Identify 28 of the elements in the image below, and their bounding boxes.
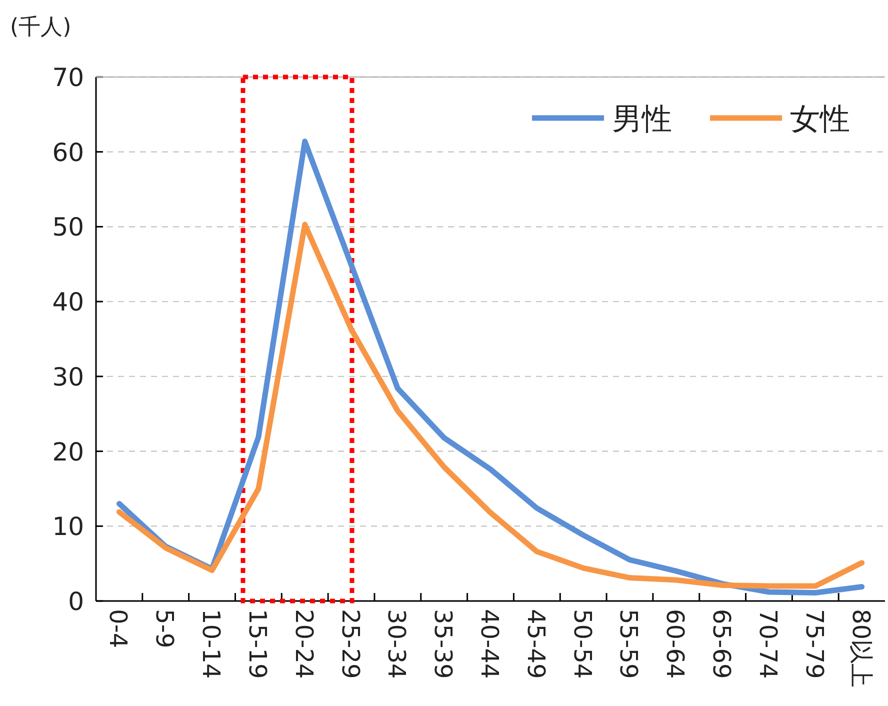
x-tick-label: 10-14 <box>197 609 226 679</box>
y-tick-label: 50 <box>52 212 84 242</box>
x-tick-label: 35-39 <box>429 609 458 679</box>
x-tick-label: 5-9 <box>150 609 179 648</box>
x-tick-label: 60-64 <box>661 609 690 679</box>
x-tick-label: 45-49 <box>522 609 550 679</box>
legend-label: 男性 <box>612 102 672 137</box>
x-tick-label: 20-24 <box>290 609 318 679</box>
y-tick-label: 70 <box>52 63 84 92</box>
x-tick-label: 30-34 <box>382 609 411 679</box>
y-tick-label: 30 <box>52 362 84 392</box>
x-tick-label: 40-44 <box>476 609 504 679</box>
x-tick-label: 55-59 <box>614 609 643 679</box>
x-tick-label: 80以上 <box>846 609 875 688</box>
x-tick-label: 25-29 <box>336 609 364 679</box>
x-tick-label: 75-79 <box>800 609 828 679</box>
y-tick-label: 60 <box>52 138 84 167</box>
legend-label: 女性 <box>790 102 850 137</box>
x-tick-label: 0-4 <box>104 609 132 648</box>
y-axis-title: (千人) <box>10 15 72 40</box>
x-tick-label: 65-69 <box>708 609 736 679</box>
y-tick-label: 0 <box>68 587 84 616</box>
x-tick-label: 70-74 <box>754 609 782 679</box>
y-tick-label: 20 <box>52 437 84 466</box>
x-tick-label: 15-19 <box>243 609 272 679</box>
x-tick-label: 50-54 <box>568 609 596 679</box>
y-tick-label: 40 <box>52 288 84 317</box>
y-tick-label: 10 <box>52 512 84 542</box>
